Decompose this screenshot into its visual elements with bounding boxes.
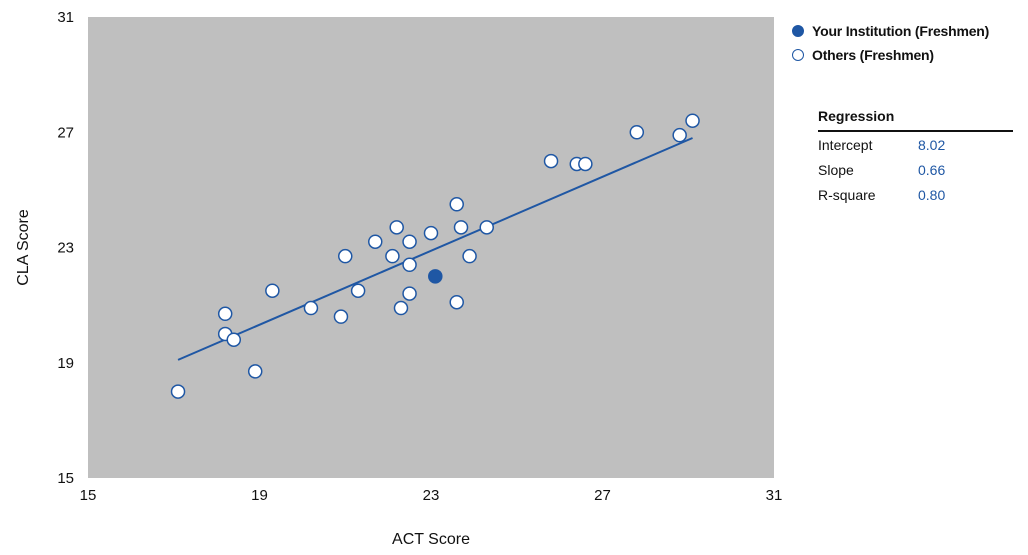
other-point	[368, 234, 383, 249]
other-point	[629, 125, 645, 140]
data-points	[170, 113, 700, 399]
x-tick-label: 31	[766, 487, 783, 504]
other-point	[393, 300, 409, 316]
y-axis-title: CLA Score	[15, 209, 32, 286]
legend-label: Your Institution (Freshmen)	[812, 23, 990, 39]
x-axis-title: ACT Score	[392, 531, 470, 548]
legend-label: Others (Freshmen)	[812, 47, 934, 63]
regression-line	[177, 137, 693, 361]
other-point	[449, 294, 464, 310]
regression-label: Slope	[818, 161, 854, 178]
y-tick-label: 15	[57, 470, 74, 487]
x-tick-label: 27	[594, 487, 611, 504]
other-point	[338, 248, 353, 264]
other-point	[402, 257, 417, 273]
other-point	[333, 309, 349, 324]
other-point	[402, 234, 417, 249]
legend-item-others: Others (Freshmen)	[792, 44, 989, 66]
regression-value: 0.66	[918, 161, 946, 178]
other-point	[543, 153, 559, 169]
y-tick-label: 27	[57, 124, 74, 141]
regression-value: 0.80	[918, 186, 946, 203]
regression-table: Regression Intercept 8.02 Slope 0.66 R-s…	[818, 108, 1013, 207]
other-point	[265, 283, 280, 298]
other-point	[217, 306, 233, 322]
other-point	[449, 197, 464, 212]
regression-title: Regression	[818, 108, 1013, 132]
other-point	[170, 384, 186, 399]
filled-circle-icon	[792, 25, 804, 37]
plot-area	[88, 17, 774, 478]
other-point	[385, 248, 400, 264]
other-point	[462, 248, 477, 264]
other-point	[672, 127, 687, 143]
axis-ticks: 15 19 23 27 31 15 19 23 27 31	[57, 9, 782, 504]
legend: Your Institution (Freshmen) Others (Fres…	[792, 20, 989, 68]
other-point	[685, 113, 700, 128]
y-tick-label: 31	[57, 9, 74, 26]
institution-point	[428, 269, 443, 284]
y-tick-label: 19	[57, 355, 74, 372]
other-point	[226, 332, 242, 347]
y-tick-label: 23	[57, 240, 74, 257]
regression-row-slope: Slope 0.66	[818, 157, 1013, 182]
other-point	[423, 225, 439, 241]
other-point	[389, 220, 404, 235]
other-point	[578, 156, 593, 172]
hollow-circle-icon	[792, 49, 804, 61]
regression-value: 8.02	[918, 136, 946, 153]
regression-label: R-square	[818, 186, 876, 203]
regression-label: Intercept	[818, 136, 873, 153]
other-point	[453, 220, 469, 235]
other-point	[247, 364, 263, 379]
legend-item-your-institution: Your Institution (Freshmen)	[792, 20, 989, 42]
regression-row-intercept: Intercept 8.02	[818, 132, 1013, 157]
other-point	[479, 220, 494, 235]
other-point	[303, 300, 319, 316]
other-point	[402, 286, 417, 301]
x-tick-label: 19	[251, 487, 268, 504]
regression-row-r-square: R-square 0.80	[818, 182, 1013, 207]
other-point	[350, 283, 366, 298]
x-tick-label: 15	[80, 487, 97, 504]
x-tick-label: 23	[423, 487, 440, 504]
